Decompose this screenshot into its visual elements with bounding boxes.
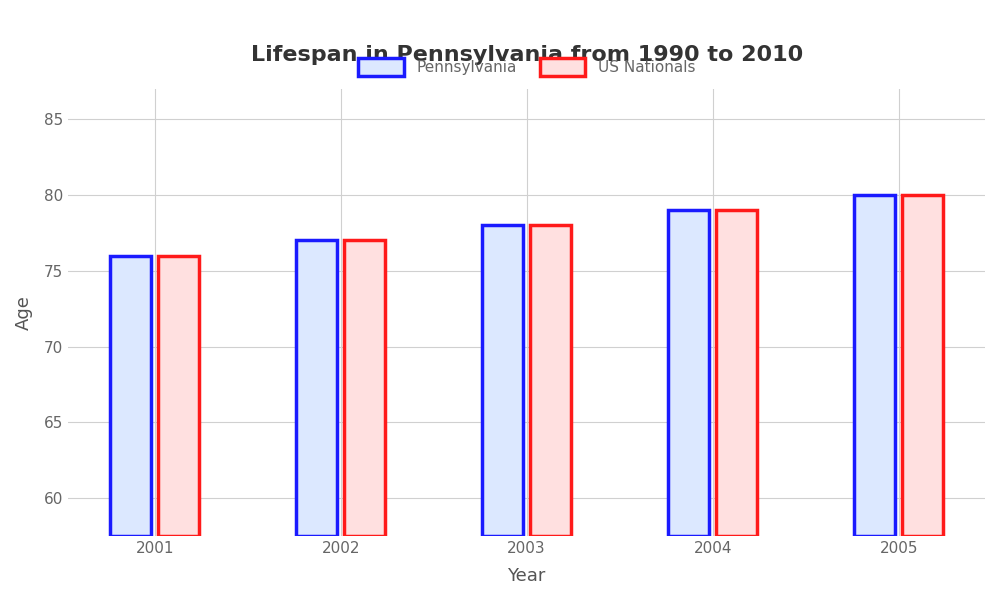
Y-axis label: Age: Age [15, 295, 33, 330]
Bar [344, 241, 385, 536]
Bar [716, 210, 757, 536]
X-axis label: Year: Year [507, 567, 546, 585]
Bar [902, 195, 943, 536]
Title: Lifespan in Pennsylvania from 1990 to 2010: Lifespan in Pennsylvania from 1990 to 20… [251, 45, 803, 65]
Bar [482, 225, 523, 536]
Bar [530, 225, 571, 536]
Bar [158, 256, 199, 536]
Bar [296, 241, 337, 536]
Bar [854, 195, 895, 536]
Bar [110, 256, 151, 536]
Legend: Pennsylvania, US Nationals: Pennsylvania, US Nationals [352, 52, 701, 83]
Bar [668, 210, 709, 536]
